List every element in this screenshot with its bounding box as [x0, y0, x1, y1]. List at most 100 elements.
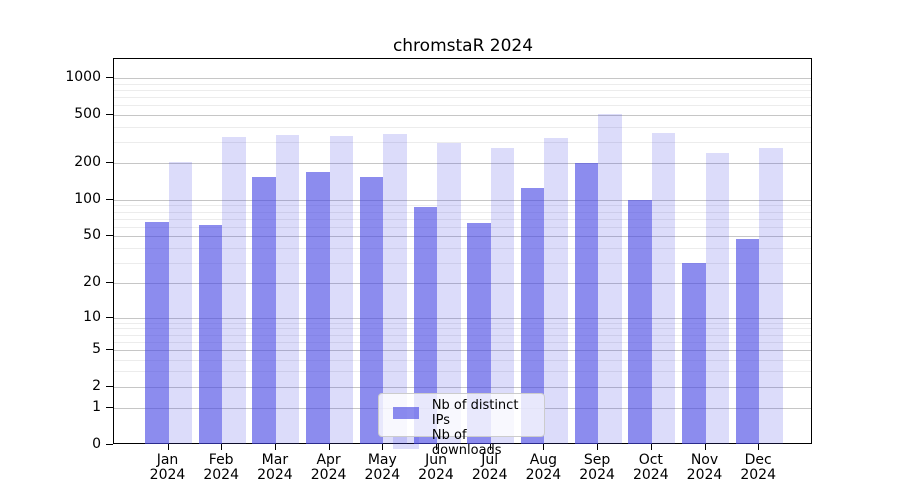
bar-downloads-dec [759, 148, 783, 444]
gridline-minor-6 [114, 341, 811, 343]
legend-swatch-distinct-ips-icon [393, 407, 419, 419]
y-tick-50 [106, 235, 113, 237]
y-tick-200 [106, 162, 113, 164]
y-tick-20 [106, 282, 113, 284]
x-tick-label-jun: Jun 2024 [418, 452, 454, 483]
bar-distinct-ips-apr [306, 171, 330, 444]
gridline-minor-300 [114, 141, 811, 143]
y-tick-label-0: 0 [92, 436, 101, 452]
y-tick-label-1: 1 [92, 399, 101, 416]
gridline-minor-800 [114, 89, 811, 91]
x-tick-apr [328, 444, 330, 450]
y-tick-500 [106, 113, 113, 115]
x-tick-dec [758, 444, 760, 450]
gridline-minor-7 [114, 334, 811, 336]
x-tick-label-sep: Sep 2024 [579, 452, 615, 483]
gridline-minor-40 [114, 247, 811, 249]
y-tick-1000 [106, 76, 113, 78]
legend-swatch-downloads-icon [393, 437, 419, 449]
y-tick-1 [106, 407, 113, 409]
bar-distinct-ips-nov [682, 262, 706, 444]
x-tick-label-aug: Aug 2024 [525, 452, 562, 483]
gridline-200 [114, 163, 811, 165]
x-tick-label-jul: Jul 2024 [471, 452, 508, 483]
gridline-1000 [114, 77, 811, 79]
bar-downloads-mar [275, 135, 300, 444]
gridline-minor-600 [114, 105, 811, 107]
gridline-minor-700 [114, 96, 811, 98]
plot-area [113, 58, 812, 444]
y-tick-label-2: 2 [92, 377, 101, 394]
bar-downloads-sep [598, 114, 622, 444]
gridline-minor-80 [114, 211, 811, 213]
bar-downloads-jun [437, 142, 461, 444]
x-tick-jun [436, 444, 437, 450]
gridline-100 [114, 199, 811, 201]
x-tick-label-oct: Oct 2024 [632, 452, 669, 483]
gridline-minor-70 [114, 218, 811, 220]
gridline-minor-8 [114, 328, 811, 330]
x-tick-jan [167, 444, 169, 450]
gridline-minor-9 [114, 322, 811, 324]
y-tick-0 [106, 444, 113, 445]
x-tick-nov [704, 444, 706, 450]
x-tick-label-mar: Mar 2024 [257, 452, 293, 483]
gridline-minor-900 [114, 83, 811, 85]
x-tick-aug [543, 444, 545, 450]
gridline-minor-4 [114, 359, 811, 361]
x-tick-label-apr: Apr 2024 [310, 452, 347, 483]
chart-title: chromstaR 2024 [392, 36, 534, 56]
gridline-minor-30 [114, 262, 811, 264]
gridline-5 [114, 349, 811, 351]
gridline-50 [114, 236, 811, 238]
legend-label-distinct-ips: Nb of distinct IPs [431, 398, 519, 428]
bar-downloads-may [383, 134, 407, 444]
bar-distinct-ips-aug [520, 188, 545, 444]
bar-distinct-ips-may [359, 176, 384, 444]
y-tick-label-5: 5 [92, 340, 101, 357]
x-tick-may [382, 444, 384, 450]
legend-item-downloads: Nb of downloads [387, 428, 536, 458]
x-tick-mar [274, 444, 276, 450]
bar-downloads-oct [651, 132, 676, 444]
legend-item-distinct-ips: Nb of distinct IPs [387, 398, 536, 428]
gridline-2 [114, 386, 811, 388]
y-tick-label-200: 200 [74, 154, 101, 171]
x-tick-sep [597, 444, 599, 450]
x-tick-oct [650, 444, 652, 450]
bar-downloads-apr [329, 135, 354, 444]
x-tick-jul [489, 444, 491, 450]
y-tick-100 [106, 198, 113, 200]
y-tick-label-1000: 1000 [65, 68, 101, 85]
gridline-minor-60 [114, 226, 811, 228]
legend: Nb of distinct IPs Nb of downloads [378, 393, 545, 458]
bar-distinct-ips-sep [574, 163, 599, 444]
x-tick-label-may: May 2024 [364, 452, 401, 483]
y-tick-label-50: 50 [83, 227, 101, 244]
y-tick-10 [106, 316, 113, 318]
gridline-20 [114, 283, 811, 285]
bar-distinct-ips-jan [145, 221, 169, 444]
gridline-500 [114, 114, 811, 116]
gridline-10 [114, 317, 811, 319]
x-tick-label-feb: Feb 2024 [203, 452, 239, 483]
y-tick-label-100: 100 [74, 190, 101, 207]
y-tick-label-20: 20 [83, 274, 101, 291]
bar-distinct-ips-mar [252, 176, 276, 444]
x-tick-label-jan: Jan 2024 [149, 452, 186, 483]
bar-downloads-nov [705, 152, 729, 444]
bar-distinct-ips-jun [413, 206, 437, 444]
legend-label-downloads: Nb of downloads [431, 428, 502, 458]
y-tick-5 [106, 348, 113, 350]
y-tick-label-500: 500 [74, 105, 101, 122]
gridline-minor-90 [114, 205, 811, 207]
bar-distinct-ips-dec [735, 239, 760, 444]
x-tick-label-dec: Dec 2024 [740, 452, 776, 483]
bar-downloads-jul [490, 148, 515, 444]
x-tick-feb [221, 444, 223, 450]
bar-distinct-ips-feb [198, 224, 223, 444]
y-tick-2 [106, 385, 113, 387]
bar-downloads-jan [168, 161, 192, 444]
gridline-minor-3 [114, 371, 811, 373]
